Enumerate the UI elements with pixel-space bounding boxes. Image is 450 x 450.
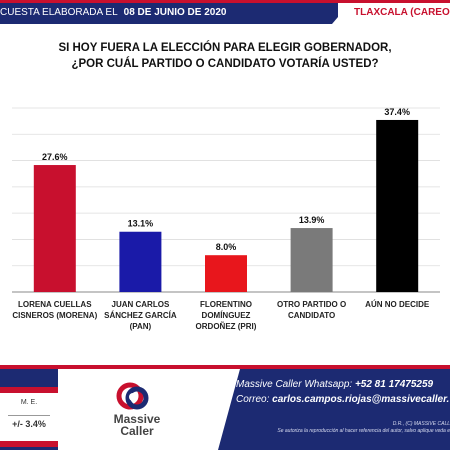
category-label-line: CANDIDATO: [287, 311, 336, 320]
category-label: LORENA CUELLAS CISNEROS (MORENA): [10, 299, 100, 321]
margin-of-error-divider: [8, 415, 50, 416]
category-label: FLORENTINO DOMÍNGUEZ ORDOÑEZ (PRI): [181, 299, 271, 332]
header-bar: CUESTA ELABORADA EL 08 DE JUNIO DE 2020 T…: [0, 0, 450, 24]
header-left-text: CUESTA ELABORADA EL: [0, 7, 118, 18]
question-line-2: ¿POR CUÁL PARTIDO O CANDIDATO VOTARÍA US…: [71, 58, 379, 70]
header-date: 08 DE JUNIO DE 2020: [123, 7, 227, 18]
whatsapp-row: Massive Caller Whatsapp: +52 81 17475259: [236, 379, 450, 390]
category-label-line: FLORENTINO: [200, 300, 252, 309]
data-label: 13.9%: [299, 215, 325, 225]
rights-notice: D.R., (C) MASSIVE CALL Se autoriza la re…: [236, 421, 450, 435]
rights-line-2: Se autoriza la reproducción al hacer ref…: [277, 428, 450, 434]
massive-caller-logo-icon: [116, 382, 149, 410]
logo-line-2: Caller: [120, 424, 154, 438]
bar: [119, 231, 162, 292]
header-region: TLAXCALA (CAREO: [354, 7, 450, 18]
header-accent-strip: [0, 0, 450, 3]
category-label-line: ORDOÑEZ (PRI): [195, 322, 257, 331]
footer: M. E. +/- 3.4% Massive Caller Massive Ca…: [0, 365, 450, 450]
whatsapp-label: Massive Caller Whatsapp:: [236, 379, 353, 390]
logo-slant: [218, 369, 240, 450]
category-label-line: AÚN NO DECIDE: [365, 300, 430, 309]
category-label-line: JUAN CARLOS: [111, 300, 170, 309]
question-line-1: SI HOY FUERA LA ELECCIÓN PARA ELEGIR GOB…: [58, 42, 392, 54]
bar: [376, 119, 419, 293]
bar: [33, 165, 76, 292]
category-label: AÚN NO DECIDE: [352, 299, 442, 310]
category-label-line: LORENA CUELLAS: [18, 300, 92, 309]
margin-of-error-label: M. E.: [20, 399, 38, 406]
data-label: 13.1%: [128, 219, 154, 229]
data-label: 8.0%: [216, 242, 237, 252]
bar: [205, 255, 247, 292]
category-label-line: CISNEROS (MORENA): [12, 311, 98, 320]
question-title: SI HOY FUERA LA ELECCIÓN PARA ELEGIR GOB…: [20, 40, 430, 72]
email-label: Correo:: [236, 394, 270, 405]
category-label: OTRO PARTIDO O CANDIDATO: [267, 299, 357, 321]
margin-of-error-inner: M. E. +/- 3.4%: [0, 393, 58, 441]
email-row: Correo: carlos.campos.riojas@massivecall…: [236, 394, 450, 405]
category-label: JUAN CARLOS SÁNCHEZ GARCÍA (PAN): [95, 299, 185, 332]
category-label-line: (PAN): [129, 322, 152, 331]
header-left: CUESTA ELABORADA EL 08 DE JUNIO DE 2020: [0, 7, 226, 18]
bar: [290, 228, 333, 292]
footer-accent-strip: [0, 365, 450, 369]
data-label: 37.4%: [384, 107, 410, 117]
rights-line-1: D.R., (C) MASSIVE CALL: [392, 421, 450, 427]
category-label-line: SÁNCHEZ GARCÍA: [104, 311, 177, 320]
margin-of-error-box: M. E. +/- 3.4%: [0, 387, 58, 447]
contact-info: Massive Caller Whatsapp: +52 81 17475259…: [236, 379, 450, 409]
header-right-box: TLAXCALA (CAREO: [338, 3, 450, 24]
category-label-line: DOMÍNGUEZ: [201, 311, 251, 320]
data-label: 27.6%: [42, 152, 68, 162]
logo-area: Massive Caller: [58, 369, 218, 450]
logo-line-1: Massive: [113, 412, 161, 426]
category-label-line: OTRO PARTIDO O: [277, 300, 347, 309]
bar-chart: 27.6% 13.1% 8.0% 13.9% 37.4%: [12, 107, 440, 293]
logo-wordmark: Massive Caller: [102, 413, 172, 437]
margin-of-error-value: +/- 3.4%: [12, 419, 46, 429]
whatsapp-number[interactable]: +52 81 17475259: [354, 379, 434, 390]
email-address[interactable]: carlos.campos.riojas@massivecaller.: [272, 394, 450, 405]
